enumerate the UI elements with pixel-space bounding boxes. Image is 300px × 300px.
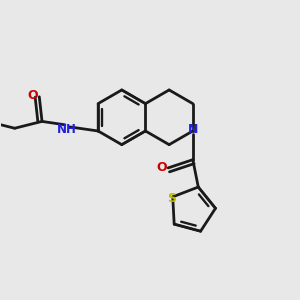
Text: O: O: [156, 161, 167, 174]
Text: NH: NH: [57, 123, 77, 136]
Text: N: N: [188, 123, 198, 136]
Text: S: S: [167, 192, 176, 205]
Text: O: O: [27, 89, 38, 102]
